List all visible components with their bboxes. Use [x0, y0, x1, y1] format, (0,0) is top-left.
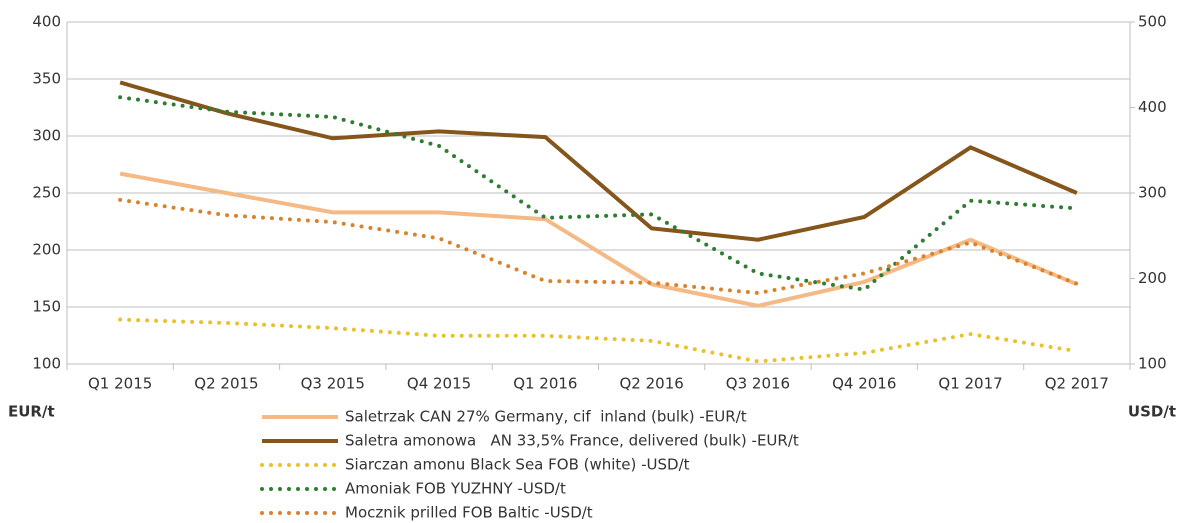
- y-axis-label: EUR/t: [8, 403, 55, 421]
- x-tick-label: Q3 2015: [301, 375, 365, 393]
- x-tick-label: Q1 2016: [513, 375, 577, 393]
- y-tick-label: 350: [32, 70, 61, 88]
- x-tick-label: Q1 2015: [88, 375, 152, 393]
- legend-label: Amoniak FOB YUZHNY -USD/t: [345, 480, 566, 498]
- series-line: [119, 171, 1078, 308]
- series-line: [119, 80, 1078, 242]
- y-tick-label: 150: [32, 298, 61, 316]
- y2-tick-label: 300: [1138, 184, 1167, 202]
- y2-axis-label: USD/t: [1128, 403, 1176, 421]
- series-line: [118, 317, 1079, 364]
- x-tick-label: Q4 2015: [407, 375, 471, 393]
- y-tick-label: 300: [32, 127, 61, 145]
- x-tick-label: Q2 2015: [194, 375, 258, 393]
- legend-label: Mocznik prilled FOB Baltic -USD/t: [345, 504, 593, 522]
- y2-tick-label: 500: [1138, 13, 1167, 31]
- legend-label: Saletra amonowa AN 33,5% France, deliver…: [345, 432, 799, 450]
- series-line: [118, 197, 1079, 296]
- legend-label: Siarczan amonu Black Sea FOB (white) -US…: [345, 456, 690, 474]
- x-tick-label: Q2 2017: [1045, 375, 1109, 393]
- y-tick-label: 100: [32, 355, 61, 373]
- y2-tick-label: 400: [1138, 98, 1167, 116]
- x-tick-label: Q2 2016: [620, 375, 684, 393]
- x-tick-label: Q3 2016: [726, 375, 790, 393]
- y-tick-label: 200: [32, 241, 61, 259]
- legend-label: Saletrzak CAN 27% Germany, cif inland (b…: [345, 408, 747, 426]
- y2-tick-label: 200: [1138, 269, 1167, 287]
- y-tick-label: 250: [32, 184, 61, 202]
- y2-tick-label: 100: [1138, 355, 1167, 373]
- y-tick-label: 400: [32, 13, 61, 31]
- x-tick-label: Q1 2017: [938, 375, 1002, 393]
- x-tick-label: Q4 2016: [832, 375, 896, 393]
- series-line: [118, 95, 1079, 292]
